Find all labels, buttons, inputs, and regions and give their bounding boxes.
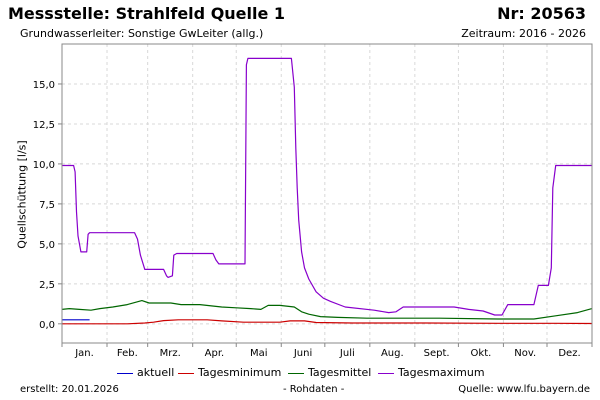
series-line-tagesmaximum bbox=[62, 57, 592, 316]
y-tick-label: 10,0 bbox=[33, 160, 55, 171]
legend-item-tagesmittel: Tagesmittel bbox=[288, 366, 371, 379]
x-tick-label: Apr. bbox=[205, 348, 225, 359]
x-tick-label: Okt. bbox=[471, 348, 492, 359]
grid-layer bbox=[62, 44, 592, 343]
x-tick-label: Mrz. bbox=[160, 348, 181, 359]
legend-label-tagesminimum: Tagesminimum bbox=[198, 366, 282, 379]
y-tick-label: 7,5 bbox=[39, 200, 55, 211]
y-tick-label: 0,0 bbox=[39, 320, 55, 331]
x-tick-label: Dez. bbox=[558, 348, 580, 359]
x-tick-label: Jan. bbox=[74, 348, 94, 359]
y-tick-label: 12,5 bbox=[33, 120, 55, 131]
y-tick-label: 2,5 bbox=[39, 280, 55, 291]
legend-label-aktuell: aktuell bbox=[137, 366, 175, 379]
x-tick-label: Mai bbox=[250, 348, 268, 359]
series-layer bbox=[61, 57, 593, 325]
x-tick-label: Aug. bbox=[381, 348, 404, 359]
series-line-tagesminimum bbox=[62, 319, 593, 325]
legend-swatch-tagesmaximum bbox=[378, 372, 394, 374]
legend-swatch-tagesminimum bbox=[178, 372, 194, 374]
x-tick-label: Nov. bbox=[514, 348, 536, 359]
created-date: erstellt: 20.01.2026 bbox=[20, 384, 119, 395]
x-tick-label: Feb. bbox=[117, 348, 138, 359]
raw-data-note: - Rohdaten - bbox=[283, 384, 345, 395]
legend-label-tagesmittel: Tagesmittel bbox=[308, 366, 372, 379]
legend-label-tagesmaximum: Tagesmaximum bbox=[398, 366, 485, 379]
x-tick-label: Sept. bbox=[424, 348, 450, 359]
x-tick-label: Juli bbox=[339, 348, 355, 359]
source-link[interactable]: Quelle: www.lfu.bayern.de bbox=[458, 384, 590, 395]
y-tick-label: 15,0 bbox=[33, 80, 55, 91]
legend-item-aktuell: aktuell bbox=[117, 366, 174, 379]
y-tick-label: 5,0 bbox=[39, 240, 55, 251]
legend: aktuell Tagesminimum Tagesmittel Tagesma… bbox=[0, 366, 600, 380]
legend-item-tagesminimum: Tagesminimum bbox=[178, 366, 281, 379]
x-tick-label: Juni bbox=[293, 348, 312, 359]
legend-item-tagesmaximum: Tagesmaximum bbox=[378, 366, 485, 379]
station-number: Nr: 20563 bbox=[497, 4, 586, 23]
chart-title: Messstelle: Strahlfeld Quelle 1 bbox=[8, 4, 286, 23]
legend-swatch-aktuell bbox=[117, 372, 133, 374]
legend-swatch-tagesmittel bbox=[288, 372, 304, 374]
series-line-tagesmittel bbox=[61, 300, 593, 320]
chart-subtitle: Grundwasserleiter: Sonstige GwLeiter (al… bbox=[20, 27, 264, 40]
period-label: Zeitraum: 2016 - 2026 bbox=[461, 27, 586, 40]
axis-layer: 0,0 2,5 5,0 7,5 10,0 12,5 15,0 Jan. Feb. Mrz. Apr.… bbox=[33, 80, 593, 359]
plot-frame bbox=[61, 43, 593, 344]
